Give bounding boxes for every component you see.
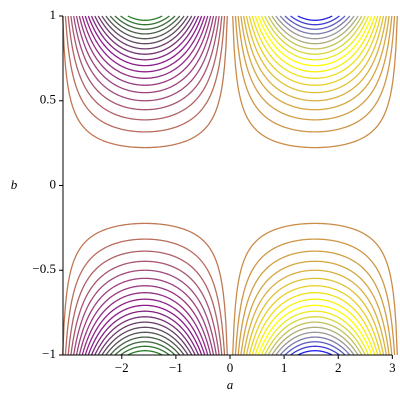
- contour-line: [70, 260, 220, 356]
- contour-line: [109, 336, 181, 356]
- contour-line: [290, 345, 340, 356]
- y-tick-label: 0: [50, 176, 57, 191]
- contour-line: [87, 304, 203, 356]
- contour-line: [67, 15, 223, 121]
- contour-line: [87, 15, 203, 67]
- y-tick-label: 1: [50, 7, 57, 22]
- contour-line: [234, 238, 396, 356]
- contour-line: [90, 15, 200, 61]
- contour-line: [101, 15, 189, 45]
- contour-line: [271, 15, 359, 45]
- contour-line: [62, 15, 228, 149]
- contour-line: [105, 331, 185, 356]
- contour-line: [64, 15, 226, 133]
- contour-line: [264, 316, 366, 356]
- contour-line: [232, 15, 398, 149]
- x-tick-label: 1: [281, 360, 288, 375]
- contour-line: [97, 15, 193, 50]
- y-tick-label: 0.5: [40, 92, 56, 107]
- contour-line: [237, 15, 393, 121]
- contour-line: [64, 238, 226, 356]
- contour-line: [240, 260, 390, 356]
- contour-line: [120, 15, 170, 26]
- contour-line: [70, 15, 220, 111]
- contour-line: [279, 336, 351, 356]
- contour-line: [240, 15, 390, 111]
- contour-line: [75, 15, 215, 94]
- contour-line: [84, 15, 206, 73]
- contour-line: [101, 326, 189, 356]
- contour-line: [275, 15, 355, 40]
- contour-line: [105, 15, 185, 40]
- contour-line: [109, 15, 181, 35]
- contour-line: [127, 350, 163, 356]
- x-tick-label: 3: [389, 360, 396, 375]
- y-tick-label: −1: [42, 346, 56, 361]
- x-tick-label: 2: [335, 360, 342, 375]
- contour-line: [73, 15, 217, 102]
- x-axis-label: a: [227, 377, 234, 392]
- x-tick-label: −2: [115, 360, 129, 375]
- contour-line: [234, 15, 396, 133]
- contour-line: [297, 350, 333, 356]
- contour-line: [254, 15, 376, 73]
- contour-line: [279, 15, 351, 35]
- contour-line: [260, 310, 370, 356]
- contour-line: [254, 298, 376, 356]
- contour-line: [271, 326, 359, 356]
- contour-line: [297, 15, 333, 21]
- contour-line: [81, 292, 209, 356]
- contour-line: [257, 15, 373, 67]
- contour-line: [284, 15, 346, 30]
- contour-line: [73, 269, 217, 356]
- contour-line: [232, 222, 398, 356]
- x-tick-label: −1: [169, 360, 183, 375]
- contour-line: [67, 250, 223, 356]
- contour-line: [243, 269, 387, 356]
- contour-line: [94, 316, 196, 356]
- contour-line: [75, 277, 215, 356]
- contour-line: [245, 277, 385, 356]
- contour-line: [114, 341, 176, 356]
- contour-line: [78, 285, 212, 356]
- contour-line: [245, 15, 385, 94]
- contour-line: [62, 222, 228, 356]
- contour-line: [248, 285, 382, 356]
- contour-line: [260, 15, 370, 61]
- contour-line: [94, 15, 196, 55]
- contour-line: [120, 345, 170, 356]
- contour-line: [84, 298, 206, 356]
- contour-line: [251, 15, 379, 79]
- contour-line: [290, 15, 340, 26]
- contour-line: [264, 15, 366, 55]
- y-axis-label: b: [11, 177, 18, 192]
- contour-line: [90, 310, 200, 356]
- x-tick-label: 0: [227, 360, 234, 375]
- contour-line: [275, 331, 355, 356]
- contour-line: [267, 321, 363, 356]
- contour-line: [267, 15, 363, 50]
- contour-line: [257, 304, 373, 356]
- contour-line: [127, 15, 163, 21]
- contour-line: [251, 292, 379, 356]
- contour-line: [78, 15, 212, 86]
- contour-line: [114, 15, 176, 30]
- contour-line: [284, 341, 346, 356]
- contour-line: [237, 250, 393, 356]
- contour-line: [243, 15, 387, 102]
- contour-line: [97, 321, 193, 356]
- contour-line: [81, 15, 209, 79]
- y-tick-label: −0.5: [32, 261, 56, 276]
- contour-line: [248, 15, 382, 86]
